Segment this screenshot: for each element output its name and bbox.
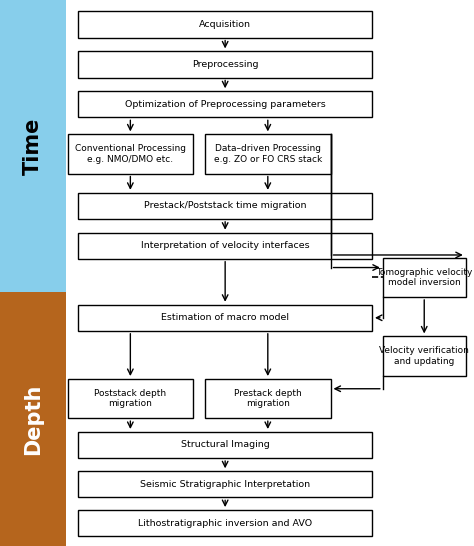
Text: Lithostratigraphic inversion and AVO: Lithostratigraphic inversion and AVO — [138, 519, 312, 527]
Text: Depth: Depth — [23, 383, 43, 455]
Text: Data–driven Processing
e.g. ZO or FO CRS stack: Data–driven Processing e.g. ZO or FO CRS… — [214, 144, 322, 164]
Text: Acquisition: Acquisition — [199, 20, 251, 29]
Text: Velocity verification
and updating: Velocity verification and updating — [379, 346, 469, 366]
Bar — [78, 305, 372, 331]
Bar — [78, 471, 372, 497]
Text: Preprocessing: Preprocessing — [192, 60, 258, 69]
Bar — [383, 336, 465, 376]
Bar — [205, 379, 331, 418]
Bar — [205, 134, 331, 174]
Bar — [78, 510, 372, 536]
Text: Estimation of macro model: Estimation of macro model — [161, 313, 289, 322]
Bar — [67, 379, 193, 418]
Text: Tomographic velocity
model inversion: Tomographic velocity model inversion — [376, 268, 473, 287]
Text: Seismic Stratigraphic Interpretation: Seismic Stratigraphic Interpretation — [140, 480, 310, 489]
Bar — [78, 51, 372, 78]
Bar — [78, 432, 372, 458]
Text: Prestack depth
migration: Prestack depth migration — [234, 389, 301, 408]
Bar — [78, 91, 372, 117]
Text: Structural Imaging: Structural Imaging — [181, 441, 270, 449]
Text: Time: Time — [23, 117, 43, 175]
Text: Conventional Processing
e.g. NMO/DMO etc.: Conventional Processing e.g. NMO/DMO etc… — [75, 144, 186, 164]
Text: Interpretation of velocity interfaces: Interpretation of velocity interfaces — [141, 241, 310, 250]
Bar — [78, 11, 372, 38]
Bar — [383, 258, 465, 297]
Bar — [78, 193, 372, 219]
Bar — [78, 233, 372, 259]
Bar — [67, 134, 193, 174]
Text: Poststack depth
migration: Poststack depth migration — [94, 389, 166, 408]
Bar — [0, 0, 66, 292]
Text: Optimization of Preprocessing parameters: Optimization of Preprocessing parameters — [125, 100, 326, 109]
Text: Prestack/Poststack time migration: Prestack/Poststack time migration — [144, 201, 306, 210]
Bar — [0, 292, 66, 546]
